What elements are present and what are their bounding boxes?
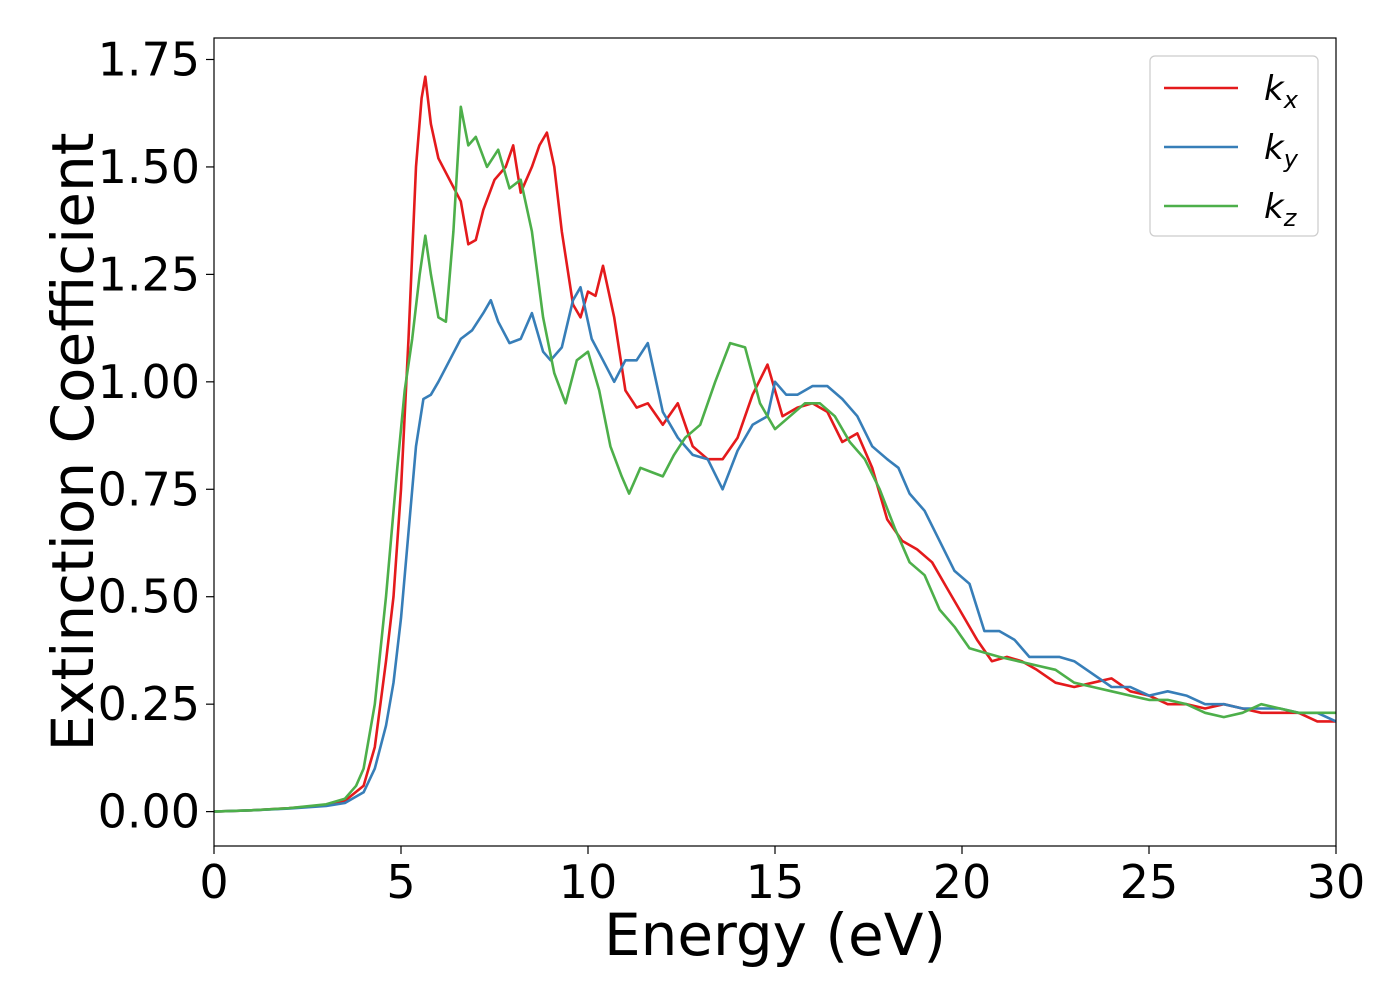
y-tick-label: 0.75 [98, 462, 200, 516]
x-tick-label: 0 [199, 855, 228, 909]
y-tick-label: 1.00 [98, 355, 200, 409]
y-tick-label: 0.00 [98, 785, 200, 839]
x-axis-title: Energy (eV) [604, 901, 946, 969]
x-tick-label: 15 [746, 855, 805, 909]
axis-ticks: 0 5 10 15 20 25 30 0.00 0.25 0.50 0.75 1.00 1.25 1.50… [98, 32, 1366, 909]
series-line-x [213, 75, 1336, 813]
legend-item-y: ky [1164, 128, 1299, 173]
y-tick-label: 1.50 [98, 140, 200, 194]
series-line-z [213, 105, 1336, 813]
y-tick-label: 0.50 [98, 570, 200, 624]
y-tick-label: 1.25 [98, 247, 200, 301]
legend-item-x: kx [1164, 69, 1299, 114]
y-axis-title: Extinction Coefficient [39, 133, 107, 752]
x-tick-label: 30 [1307, 855, 1366, 909]
series-line-y [213, 285, 1337, 813]
plot-lines [213, 75, 1337, 813]
legend-label: ky [1264, 128, 1299, 173]
x-tick-label: 25 [1120, 855, 1179, 909]
legend: kx ky kz [1149, 55, 1319, 237]
legend-label: kz [1264, 187, 1298, 232]
x-tick-label: 10 [559, 855, 618, 909]
legend-item-z: kz [1164, 187, 1298, 232]
y-tick-label: 1.75 [98, 32, 200, 86]
x-tick-label: 5 [386, 855, 415, 909]
y-tick-label: 0.25 [98, 677, 200, 731]
legend-label: kx [1264, 69, 1299, 114]
x-tick-label: 20 [933, 855, 992, 909]
